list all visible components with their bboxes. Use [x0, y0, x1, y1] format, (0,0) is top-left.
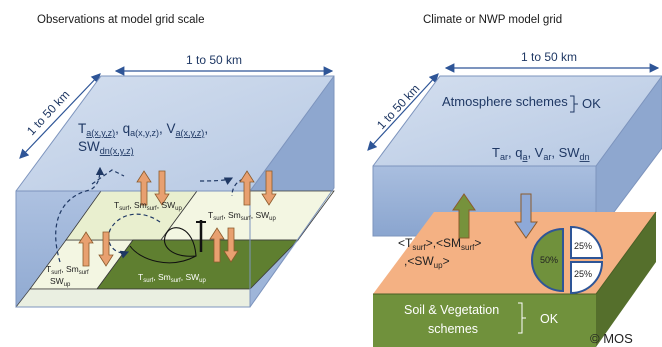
- left-tile-strip: [15, 288, 251, 308]
- right-up-arrow: [452, 193, 476, 239]
- right-atmos-schemes: Atmosphere schemes: [442, 94, 568, 109]
- right-pie-chart: 50% 25% 25%: [531, 225, 604, 295]
- right-soil-line2: schemes: [428, 322, 478, 336]
- right-soil-line1: Soil & Vegetation: [404, 303, 499, 317]
- left-contour-tail: [129, 245, 197, 264]
- left-tile3-label: Tsurf, Smsurf: [46, 264, 89, 276]
- right-atmos-ok: OK: [582, 96, 601, 111]
- right-title: Climate or NWP model grid: [423, 14, 562, 26]
- left-tile1-label: Tsurf, Smsurf, SWup: [114, 200, 182, 212]
- right-surface-vars-1: <Tsurf>,<SMsurf>: [398, 236, 481, 252]
- right-depth-dimension: [367, 73, 439, 151]
- left-down-arrow-2: [261, 170, 277, 206]
- left-tile3-sw: SWup: [50, 276, 71, 288]
- left-tile2-label: Tsurf, Smsurf, SWup: [208, 210, 276, 222]
- right-atmos-side: [596, 76, 662, 236]
- pie-label-1: 50%: [540, 255, 558, 265]
- right-soil-edge-side: [595, 211, 657, 295]
- right-soil-ok: OK: [540, 312, 559, 326]
- left-up-arrow-1: [136, 170, 152, 206]
- pie-slice-2: [570, 225, 604, 259]
- left-atmos-vars: Ta(x,y,z), qa(x,y,z), Va(x,y,z),: [78, 121, 208, 138]
- left-atmos-top: [16, 76, 334, 191]
- right-soil-front: [373, 294, 596, 347]
- left-down-arrow-1: [154, 170, 170, 206]
- right-width-label: 1 to 50 km: [521, 50, 577, 64]
- left-title: Observations at model grid scale: [37, 14, 204, 26]
- left-up-arrow-2: [239, 170, 255, 206]
- left-teardrop-contour: [164, 227, 197, 257]
- right-atmos-top: [373, 76, 662, 166]
- left-down-arrow-3: [98, 231, 114, 267]
- right-atmos-vars: Tar, qa, Var, SWdn: [492, 145, 590, 162]
- right-soil-brace: [518, 302, 526, 334]
- left-panel: Observations at model grid scale 1 to 50…: [15, 14, 335, 308]
- left-flow-line-5: [91, 169, 125, 185]
- left-up-arrow-4: [209, 227, 225, 263]
- right-panel: Climate or NWP model grid 1 to 50 km 1 t…: [367, 14, 662, 347]
- left-flow-line-3: [199, 177, 234, 185]
- pie-slice-1: [531, 227, 564, 293]
- pie-label-3: 25%: [574, 269, 592, 279]
- left-flow-line-1: [55, 166, 105, 263]
- right-down-arrow: [514, 193, 538, 239]
- left-atmos-sw: SWdn(x,y,z): [78, 139, 134, 156]
- right-surface-vars-2: ,<SWup>: [404, 254, 450, 270]
- left-flow-line-2: [108, 213, 161, 259]
- left-down-arrow-4: [223, 227, 239, 263]
- pie-label-2: 25%: [574, 241, 592, 251]
- left-width-label: 1 to 50 km: [186, 53, 242, 67]
- pie-slice-3: [570, 261, 604, 295]
- left-tile4-label: Tsurf, Smsurf, SWup: [138, 272, 206, 284]
- right-soil-side: [596, 212, 656, 347]
- right-atmos-brace: [570, 95, 578, 113]
- copyright: © MOS: [590, 331, 633, 346]
- left-up-arrow-3: [78, 231, 94, 267]
- left-depth-dimension: [19, 73, 101, 159]
- left-arrows: [78, 170, 277, 267]
